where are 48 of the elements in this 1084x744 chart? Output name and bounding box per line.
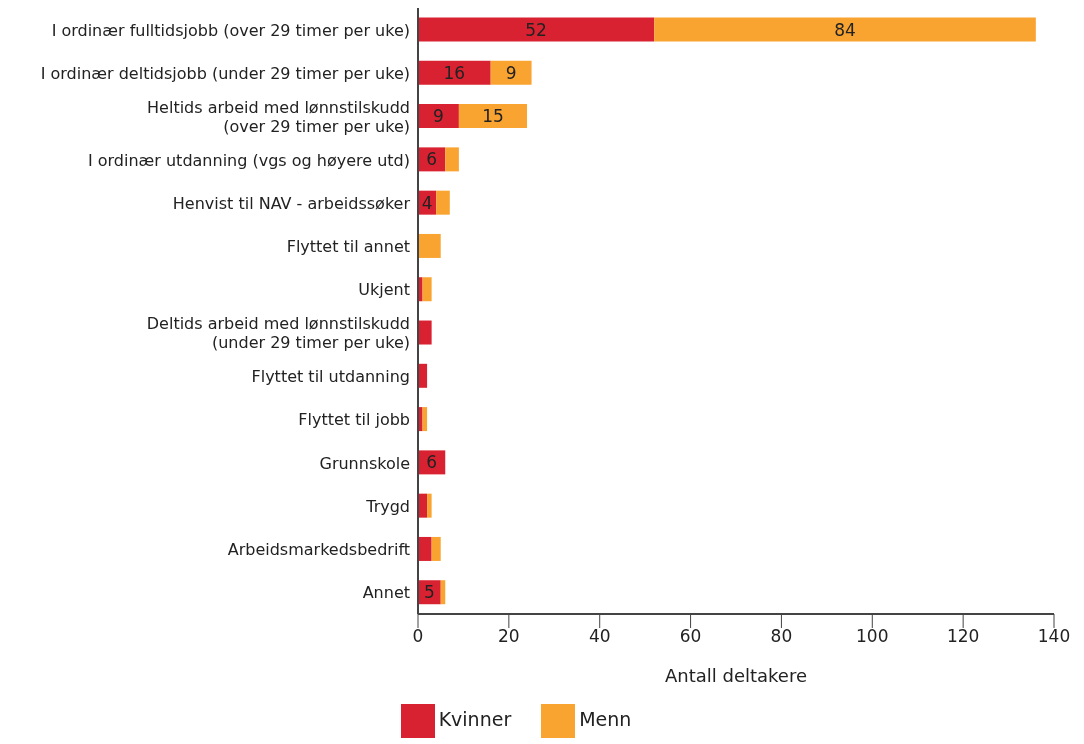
bar — [458, 104, 528, 129]
bar — [418, 536, 432, 561]
x-tick-label: 20 — [498, 626, 520, 647]
y-tick-label: Deltids arbeid med lønnstilskudd (under 29 timer per uke) — [146, 313, 410, 352]
data-label: 84 — [834, 19, 856, 40]
bar — [422, 277, 432, 302]
data-label: 4 — [421, 192, 433, 213]
legend-label: Menn — [579, 707, 632, 730]
x-tick-label: 0 — [412, 626, 424, 647]
y-tick-label: Heltids arbeid med lønnstilskudd (over 29 timer per uke) — [147, 97, 410, 136]
x-tick-label: 60 — [679, 626, 702, 647]
bar — [431, 536, 441, 561]
bar — [436, 190, 450, 215]
data-label: 15 — [482, 106, 504, 127]
x-tick-label: 120 — [946, 626, 980, 647]
data-label: 6 — [426, 452, 438, 473]
bar — [490, 60, 532, 85]
x-axis-title: Antall deltakere — [664, 665, 808, 686]
y-tick-label: I ordinær utdanning (vgs og høyere utd) — [87, 150, 410, 169]
y-tick-label: Henvist til NAV - arbeidssøker — [172, 193, 411, 213]
bar — [418, 233, 441, 258]
x-tick-label: 140 — [1037, 626, 1071, 647]
y-tick-label: I ordinær fulltidsjobb (over 29 timer per uke) — [51, 20, 410, 40]
data-label: 9 — [505, 62, 517, 83]
y-tick-label: Flyttet til annet — [286, 236, 410, 256]
bar — [418, 17, 655, 42]
y-tick-label: I ordinær deltidsjobb (under 29 timer per uke) — [40, 63, 410, 83]
bar — [654, 17, 1036, 42]
x-tick-label: 100 — [856, 626, 889, 647]
y-tick-label: Arbeidsmarkedsbedrift — [227, 539, 410, 559]
data-label: 52 — [525, 19, 547, 40]
x-tick-label: 80 — [770, 626, 793, 647]
y-tick-label: Flyttet til jobb — [298, 409, 410, 429]
bar — [427, 493, 432, 518]
x-tick-label: 40 — [588, 626, 611, 647]
bar — [445, 147, 459, 172]
bar — [418, 60, 491, 85]
data-label: 5 — [423, 582, 435, 603]
y-tick-label: Grunnskole — [319, 453, 410, 472]
y-tick-label: Ukjent — [358, 279, 410, 299]
y-tick-label: Trygd — [365, 496, 410, 516]
data-label: 16 — [443, 62, 466, 83]
bar — [418, 320, 432, 345]
legend-label: Kvinner — [438, 707, 512, 730]
data-label: 9 — [433, 106, 444, 127]
y-tick-label: Flyttet til utdanning — [251, 366, 410, 386]
y-tick-label: Annet — [362, 582, 410, 602]
data-label: 6 — [426, 149, 438, 170]
